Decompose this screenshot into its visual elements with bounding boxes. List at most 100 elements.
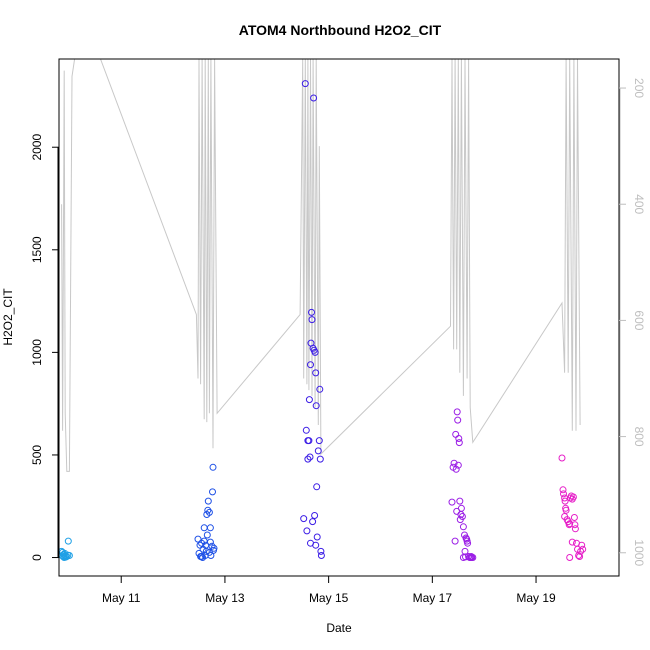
right-tick-label: 400 bbox=[632, 194, 646, 214]
data-point bbox=[309, 518, 317, 526]
data-point bbox=[317, 552, 325, 559]
x-axis-title: Date bbox=[326, 621, 352, 635]
data-point bbox=[305, 396, 313, 404]
data-point bbox=[459, 523, 467, 531]
y-tick-label: 2000 bbox=[30, 134, 44, 161]
data-point bbox=[208, 542, 216, 550]
data-point bbox=[564, 518, 572, 526]
x-axis: May 11 May 13 May 15 May 17 May 19 bbox=[102, 576, 556, 605]
data-point bbox=[204, 506, 212, 514]
data-point bbox=[205, 508, 213, 516]
data-point bbox=[303, 527, 311, 535]
y-axis-title: H2O2_CIT bbox=[1, 288, 15, 346]
data-point bbox=[206, 538, 214, 546]
data-point bbox=[454, 461, 462, 469]
data-point bbox=[561, 513, 569, 520]
data-point bbox=[578, 541, 586, 549]
y-tick-label: 1500 bbox=[30, 236, 44, 263]
data-point bbox=[311, 512, 319, 519]
data-point bbox=[576, 553, 584, 560]
pressure-line bbox=[61, 59, 581, 472]
data-point bbox=[308, 316, 316, 324]
data-point bbox=[206, 524, 214, 532]
plot-frame bbox=[58, 58, 620, 577]
data-point bbox=[202, 547, 210, 555]
data-point bbox=[462, 553, 469, 561]
data-point bbox=[314, 447, 322, 455]
data-point bbox=[307, 539, 314, 547]
data-point bbox=[560, 490, 567, 498]
data-point bbox=[198, 553, 206, 560]
series-flight-2 bbox=[194, 463, 218, 561]
data-point bbox=[311, 348, 319, 356]
right-tick-label: 1000 bbox=[632, 539, 646, 566]
data-point bbox=[455, 439, 463, 447]
chart-title: ATOM4 Northbound H2O2_CIT bbox=[239, 22, 442, 38]
data-point bbox=[575, 552, 583, 559]
data-point bbox=[568, 538, 576, 546]
data-point bbox=[464, 539, 472, 547]
x-tick-label: May 11 bbox=[102, 591, 141, 605]
data-point bbox=[452, 465, 460, 473]
data-point bbox=[571, 525, 579, 533]
series-flight-3 bbox=[300, 80, 325, 559]
y-tick-label: 1000 bbox=[30, 339, 44, 366]
data-point bbox=[194, 535, 202, 543]
right-tick-label: 600 bbox=[632, 310, 646, 330]
data-point bbox=[302, 426, 310, 434]
data-point bbox=[209, 488, 216, 496]
data-point bbox=[451, 537, 459, 545]
data-point bbox=[301, 80, 309, 88]
data-point bbox=[558, 454, 566, 462]
data-point bbox=[306, 453, 314, 461]
data-point bbox=[307, 361, 314, 369]
series-flight-1 bbox=[58, 537, 73, 561]
series-flight-4 bbox=[448, 408, 477, 561]
data-point bbox=[562, 506, 570, 514]
data-point bbox=[569, 493, 577, 501]
data-point bbox=[579, 545, 587, 553]
data-point bbox=[308, 308, 315, 316]
data-point bbox=[304, 455, 312, 463]
data-point bbox=[454, 416, 462, 424]
y-axis: 0 500 1000 1500 2000 bbox=[30, 134, 59, 561]
data-point bbox=[448, 498, 456, 506]
x-tick-label: May 15 bbox=[309, 591, 349, 605]
data-point bbox=[457, 504, 465, 512]
data-point bbox=[64, 537, 72, 545]
data-point bbox=[300, 515, 308, 523]
data-point bbox=[313, 533, 321, 541]
data-point bbox=[209, 463, 217, 471]
y-tick-label: 500 bbox=[30, 445, 44, 465]
x-tick-label: May 13 bbox=[205, 591, 245, 605]
data-point bbox=[450, 459, 458, 467]
data-points-layer bbox=[58, 80, 587, 561]
data-point bbox=[455, 435, 463, 442]
data-point bbox=[310, 94, 318, 102]
data-point bbox=[203, 531, 211, 539]
y-tick-label: 0 bbox=[30, 554, 44, 561]
data-point bbox=[200, 524, 208, 532]
data-point bbox=[65, 552, 73, 559]
right-tick-label: 200 bbox=[632, 78, 646, 98]
data-point bbox=[312, 402, 320, 410]
x-tick-label: May 17 bbox=[413, 591, 453, 605]
data-point bbox=[316, 385, 324, 393]
data-point bbox=[316, 455, 324, 463]
data-point bbox=[317, 547, 325, 555]
data-point bbox=[313, 483, 321, 491]
data-point bbox=[315, 437, 323, 445]
right-tick-label: 800 bbox=[632, 427, 646, 447]
data-point bbox=[305, 437, 313, 445]
data-point bbox=[561, 497, 569, 505]
data-point bbox=[456, 497, 464, 505]
data-point bbox=[453, 408, 461, 416]
data-point bbox=[204, 497, 212, 505]
data-point bbox=[458, 513, 466, 520]
data-point bbox=[312, 369, 320, 377]
data-point bbox=[566, 520, 574, 528]
x-tick-label: May 19 bbox=[516, 591, 556, 605]
data-point bbox=[452, 430, 460, 438]
right-axis: 200 400 600 800 1000 bbox=[619, 78, 646, 566]
